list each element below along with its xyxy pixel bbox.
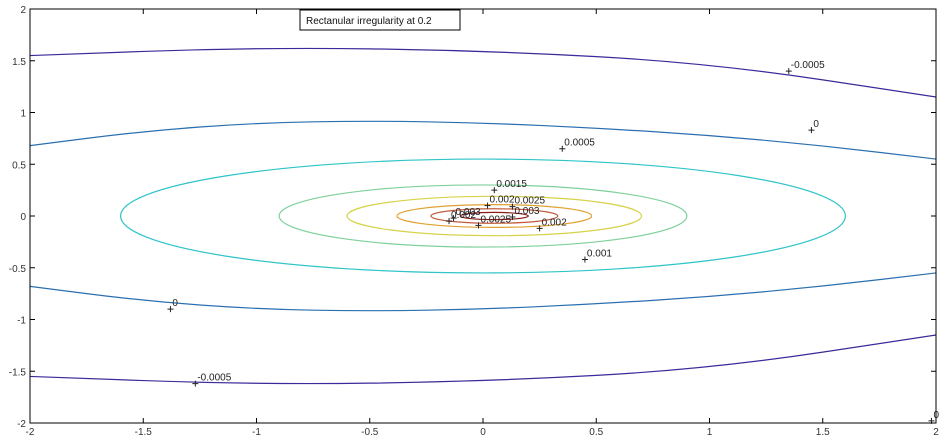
y-axis: 2 1.5 1 0.5 0 -0.5 -1 -1.5 -2 — [9, 5, 936, 430]
contour-label: 0 — [813, 119, 819, 130]
contour-label-marker — [581, 256, 588, 263]
contour-line — [29, 47, 937, 98]
contour-label-marker — [167, 306, 174, 313]
x-tick-label: 1.5 — [816, 427, 830, 438]
title-box: Rectanular irregularity at 0.2 — [299, 9, 461, 31]
contour-label-marker — [192, 380, 199, 387]
contour-label: 0.0005 — [564, 138, 595, 149]
y-tick-label: -1.5 — [9, 367, 27, 378]
contour-line — [430, 208, 559, 224]
contour-label: 0.0015 — [496, 179, 527, 190]
x-tick-label: -1 — [252, 427, 261, 438]
contour-line — [120, 158, 846, 274]
contour-line — [29, 272, 937, 312]
contour-lines — [29, 47, 937, 385]
x-axis: -2 -1.5 -1 -0.5 0 0.5 1 1.5 2 — [26, 9, 939, 438]
contour-label-marker — [446, 218, 453, 225]
contour-line — [278, 184, 688, 248]
x-tick-label: 0 — [480, 427, 486, 438]
contour-label: 0.0025 — [480, 214, 511, 225]
contour-label: 0.002 — [542, 217, 567, 228]
x-tick-label: 1 — [707, 427, 713, 438]
contour-line — [29, 334, 937, 385]
contour-label: 0.002 — [451, 210, 476, 221]
x-tick-label: -0.5 — [361, 427, 379, 438]
y-tick-label: -0.5 — [9, 264, 27, 275]
contour-label: 0.003 — [514, 206, 539, 217]
contour-label: -0.0005 — [791, 60, 825, 71]
y-tick-label: 0.5 — [12, 160, 26, 171]
contour-label: -0.0005 — [197, 373, 231, 384]
contour-label-marker — [559, 145, 566, 152]
x-tick-label: 2 — [933, 427, 939, 438]
contour-label-marker — [808, 127, 815, 134]
contour-label-marker — [785, 68, 792, 75]
contour-label: 0.0025 — [514, 196, 545, 207]
contour-line — [29, 120, 937, 160]
contour-label-marker — [509, 214, 516, 221]
y-tick-label: 1 — [20, 109, 26, 120]
x-tick-label: 0.5 — [589, 427, 603, 438]
contour-label-marker — [450, 215, 457, 222]
contour-line — [459, 211, 529, 221]
contour-label-marker — [491, 187, 498, 194]
contour-label: 0.003 — [456, 207, 481, 218]
contour-label-marker — [475, 222, 482, 229]
contour-line — [346, 195, 643, 237]
contour-label-marker — [536, 225, 543, 232]
y-tick-label: -2 — [17, 419, 26, 430]
y-tick-label: 0 — [20, 212, 26, 223]
contour-line — [396, 204, 593, 228]
contour-label: 0 — [172, 298, 178, 309]
contour-label: 0.001 — [587, 248, 612, 259]
y-tick-label: 2 — [20, 5, 26, 16]
y-tick-label: -1 — [17, 316, 26, 327]
x-tick-label: -2 — [26, 427, 35, 438]
y-tick-label: 1.5 — [12, 57, 26, 68]
contour-label: 0.002 — [490, 195, 515, 206]
chart-title: Rectanular irregularity at 0.2 — [306, 16, 432, 27]
contour-label-marker — [509, 203, 516, 210]
contour-label-marker — [484, 202, 491, 209]
x-tick-label: -1.5 — [135, 427, 153, 438]
